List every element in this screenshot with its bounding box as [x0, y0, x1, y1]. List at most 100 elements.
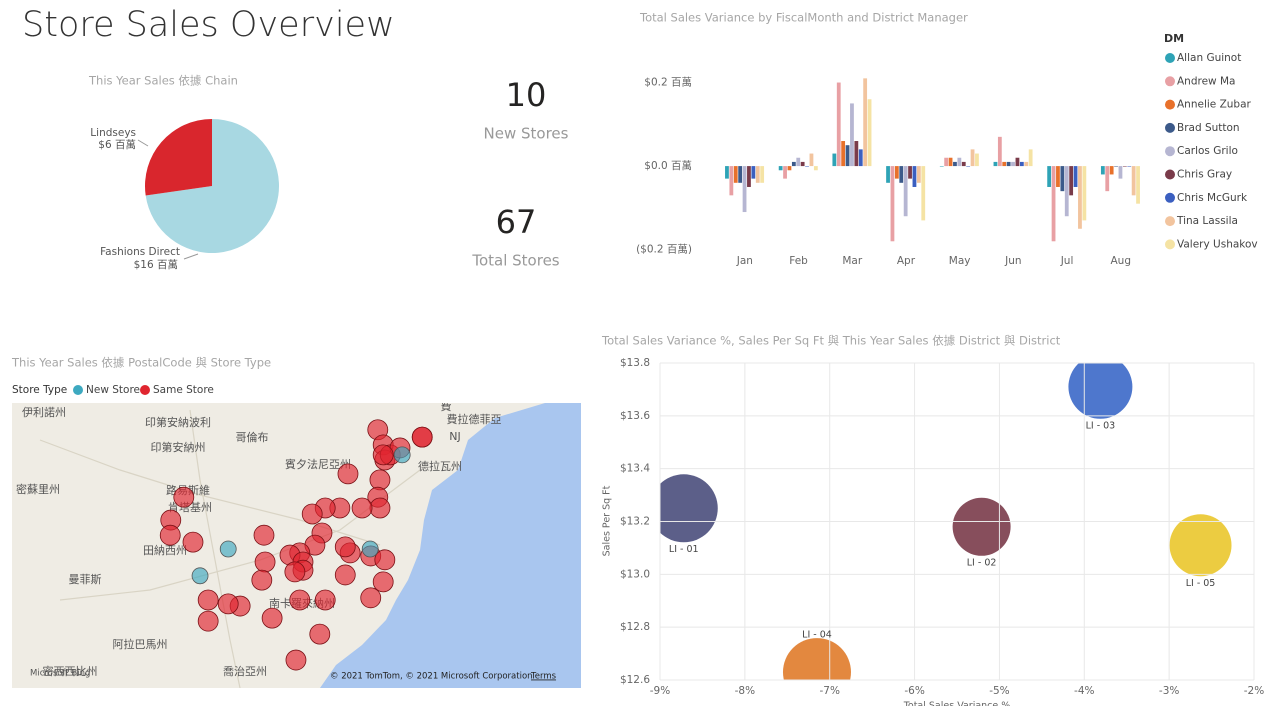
legend-label: Chris McGurk	[1177, 192, 1248, 204]
x-tick-label: -2%	[1244, 685, 1264, 697]
map-label: 田納西州	[143, 544, 187, 557]
bubble	[660, 474, 718, 543]
bar	[858, 149, 863, 167]
map-brand: Microsoft Bing	[30, 669, 90, 679]
map-point	[159, 524, 181, 546]
bar	[1131, 166, 1136, 196]
map-terms: Terms	[530, 672, 557, 682]
map-point	[372, 444, 394, 466]
map-point	[369, 497, 391, 519]
bar	[997, 136, 1002, 167]
map-point	[197, 589, 219, 611]
map-point	[219, 540, 237, 558]
x-tick-label: Aug	[1110, 255, 1131, 267]
pie-category-label: Fashions Direct	[100, 246, 180, 258]
map-point	[217, 593, 239, 615]
pie-value-label: $16 百萬	[134, 258, 178, 271]
bar	[1056, 166, 1060, 187]
chart-title: This Year Sales 依據 PostalCode 與 Store Ty…	[11, 356, 271, 370]
x-tick-label: -8%	[735, 685, 755, 697]
map-label: 哥倫布	[236, 430, 269, 444]
leader-line	[137, 139, 149, 147]
map-point	[334, 564, 356, 586]
map-point	[285, 649, 307, 671]
map-label: 曼菲斯	[69, 573, 102, 586]
x-tick-label: Jun	[1004, 255, 1021, 267]
map-label: NJ	[449, 430, 460, 443]
bar	[867, 99, 872, 167]
bar	[1078, 166, 1082, 229]
bar	[1047, 166, 1052, 187]
bar	[1136, 166, 1140, 204]
bar	[970, 149, 975, 167]
chart-title: Total Sales Variance %, Sales Per Sq Ft …	[601, 334, 1061, 348]
bar	[948, 157, 953, 167]
bar	[742, 166, 747, 213]
bar	[850, 103, 854, 167]
x-tick-label: Feb	[789, 255, 808, 267]
map-point	[251, 569, 273, 591]
bar	[755, 166, 760, 183]
bubble-label: LI - 01	[669, 544, 699, 555]
bar	[1122, 166, 1127, 167]
bar	[1002, 161, 1007, 167]
map-point	[393, 446, 411, 464]
pie-slice	[144, 119, 212, 196]
x-tick-label: May	[949, 255, 971, 267]
map-label: 費	[441, 399, 452, 413]
bar	[841, 141, 846, 167]
legend-label: Annelie Zubar	[1177, 99, 1252, 111]
legend-label: Carlos Grilo	[1177, 145, 1238, 157]
bar	[778, 166, 783, 171]
bubble-label: LI - 02	[967, 557, 997, 568]
map-point	[284, 561, 306, 583]
bar	[1051, 166, 1056, 242]
y-tick-label: $13.0	[620, 568, 650, 580]
x-tick-label: Apr	[897, 255, 916, 267]
card-value: 10	[506, 76, 547, 114]
bar	[845, 145, 850, 167]
map-point	[309, 623, 331, 645]
y-tick-label: $0.2 百萬	[644, 76, 692, 89]
bar	[751, 166, 756, 179]
map-point	[337, 463, 359, 485]
bar	[747, 166, 751, 187]
legend-label: Same Store	[153, 384, 214, 396]
bar	[993, 161, 998, 167]
bar	[733, 166, 738, 183]
bar	[908, 166, 912, 179]
pie-value-label: $6 百萬	[98, 138, 136, 151]
legend-swatch	[1165, 169, 1175, 180]
map-label: 費拉德菲亞	[447, 412, 502, 426]
bar	[1118, 166, 1123, 179]
bar	[813, 166, 818, 171]
bar	[729, 166, 734, 196]
bar	[957, 157, 962, 167]
card-label: Total Stores	[471, 252, 559, 270]
x-tick-label: Jul	[1060, 255, 1074, 267]
bar	[787, 166, 792, 171]
map-point	[253, 524, 275, 546]
legend-swatch	[1165, 122, 1175, 133]
bar	[783, 166, 787, 179]
bar	[1069, 166, 1074, 196]
bar	[894, 166, 899, 179]
bubble	[1169, 514, 1232, 577]
chart-title: This Year Sales 依據 Chain	[88, 74, 238, 88]
bar	[966, 166, 971, 167]
legend-label: Andrew Ma	[1177, 75, 1235, 87]
bar	[1109, 166, 1114, 175]
bar	[953, 161, 957, 167]
map-point	[374, 549, 396, 571]
chart-title: Total Sales Variance by FiscalMonth and …	[639, 11, 968, 25]
y-tick-label: $13.4	[620, 463, 650, 475]
scatter-plot	[660, 363, 1232, 680]
bubble-label: LI - 04	[802, 630, 832, 641]
map-point	[182, 531, 204, 553]
map-point	[411, 426, 433, 448]
bubble	[782, 638, 851, 680]
bar	[1019, 161, 1024, 167]
